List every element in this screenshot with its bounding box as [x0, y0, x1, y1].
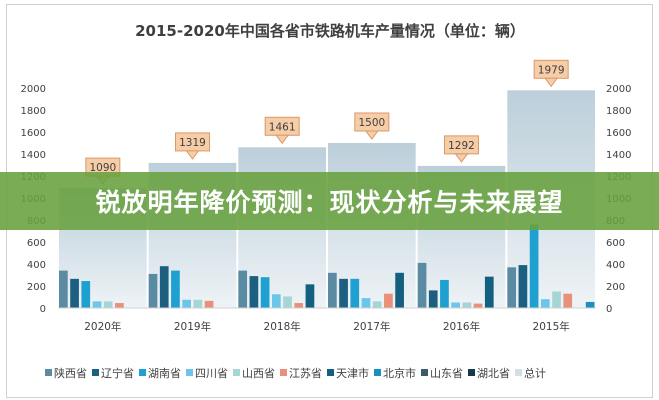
- legend-label: 江苏省: [289, 367, 322, 380]
- y-tick-label-right: 2000: [606, 84, 631, 95]
- total-data-label: 1090: [89, 162, 116, 174]
- bar: [372, 301, 382, 308]
- bar: [159, 266, 169, 308]
- bar: [395, 272, 404, 308]
- y-tick-label-left: 200: [27, 282, 46, 293]
- x-tick-label: 2020年: [84, 320, 121, 333]
- bar: [283, 296, 292, 308]
- bar: [507, 267, 517, 308]
- total-data-label: 1979: [538, 64, 565, 76]
- legend-label: 山东省: [430, 367, 463, 380]
- y-tick-label-left: 1400: [21, 150, 46, 161]
- bar: [339, 278, 348, 308]
- total-data-label: 1319: [179, 137, 206, 149]
- bar: [417, 262, 427, 308]
- bar: [238, 270, 248, 308]
- bar: [59, 270, 68, 308]
- legend-label: 陕西省: [54, 366, 87, 380]
- banner-text: 锐放明年降价预测：现状分析与未来展望: [95, 188, 564, 217]
- y-tick-label-right: 1600: [606, 128, 631, 139]
- legend-label: 总计: [524, 366, 546, 380]
- total-data-label: 1461: [269, 121, 296, 133]
- legend-swatch: [233, 369, 240, 376]
- banner: 锐放明年降价预测：现状分析与未来展望: [0, 172, 659, 230]
- bar: [540, 299, 550, 308]
- y-tick-label-left: 2000: [21, 84, 46, 95]
- total-data-label: 1500: [358, 117, 385, 129]
- legend-swatch: [327, 369, 334, 376]
- total-callout-arrow: [544, 77, 559, 88]
- legend-label: 辽宁省: [101, 366, 134, 380]
- total-callout-arrow: [275, 134, 290, 145]
- x-tick-label: 2015年: [533, 320, 570, 333]
- total-callout-arrow: [185, 150, 200, 160]
- y-tick-label-right: 1400: [606, 150, 631, 161]
- legend-swatch: [45, 369, 52, 376]
- legend-swatch: [515, 369, 522, 376]
- legend-label: 山西省: [242, 367, 275, 380]
- total-data-label: 1292: [448, 140, 475, 152]
- bar: [182, 299, 191, 308]
- chart-title: 2015-2020年中国各省市铁路机车产量情况（单位：辆）: [135, 22, 525, 40]
- y-tick-label-left: 1800: [21, 106, 46, 117]
- bar: [115, 303, 124, 308]
- legend-swatch: [468, 369, 475, 376]
- bar: [518, 265, 528, 308]
- x-tick-label: 2016年: [443, 320, 480, 333]
- total-callout-arrow: [364, 130, 379, 140]
- bar: [305, 284, 315, 308]
- legend-swatch: [186, 369, 193, 376]
- legend-swatch: [374, 369, 381, 376]
- bar: [193, 299, 203, 308]
- bar: [440, 279, 449, 308]
- legend-label: 湖北省: [477, 367, 510, 380]
- legend-label: 湖南省: [148, 367, 181, 380]
- bar: [70, 278, 79, 308]
- bar: [260, 277, 270, 308]
- bar: [148, 273, 158, 308]
- bar: [552, 291, 561, 308]
- bar: [585, 301, 595, 308]
- y-tick-label-left: 400: [27, 260, 46, 271]
- bar: [361, 298, 371, 308]
- y-tick-label-right: 600: [606, 238, 625, 249]
- y-tick-label-right: 200: [606, 282, 625, 293]
- bar: [529, 224, 539, 308]
- bar: [563, 293, 573, 308]
- bar: [81, 281, 91, 308]
- x-tick-label: 2017年: [353, 320, 390, 333]
- bar: [204, 300, 214, 308]
- total-callout-arrow: [454, 153, 469, 163]
- x-tick-label: 2019年: [174, 320, 211, 333]
- y-tick-label-right: 400: [606, 260, 625, 271]
- legend-label: 天津市: [336, 366, 369, 380]
- y-tick-label-left: 1600: [21, 128, 46, 139]
- bar: [103, 301, 113, 308]
- legend-swatch: [280, 369, 287, 376]
- bar: [171, 270, 180, 308]
- bar: [294, 303, 304, 308]
- bar: [249, 276, 259, 308]
- bar: [350, 278, 360, 308]
- bar: [328, 272, 337, 308]
- legend-label: 北京市: [383, 366, 416, 380]
- legend-swatch: [421, 369, 428, 376]
- bar: [428, 290, 438, 308]
- legend-label: 四川省: [195, 367, 228, 380]
- bar: [271, 294, 281, 308]
- bar: [473, 303, 483, 308]
- x-tick-label: 2018年: [264, 320, 301, 333]
- y-tick-label-left: 600: [27, 238, 46, 249]
- bar: [484, 276, 494, 308]
- y-tick-label-left: 0: [40, 304, 46, 315]
- bar: [451, 302, 460, 308]
- y-tick-label-right: 1800: [606, 106, 631, 117]
- bar: [462, 302, 472, 308]
- bar: [92, 301, 102, 308]
- legend-swatch: [139, 369, 146, 376]
- y-tick-label-right: 0: [606, 304, 612, 315]
- legend-swatch: [92, 369, 99, 376]
- bar: [384, 293, 393, 308]
